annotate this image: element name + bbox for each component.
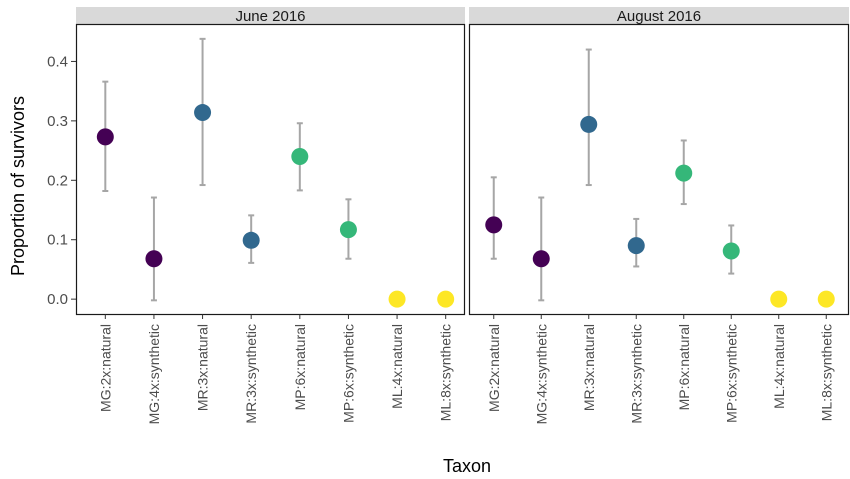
x-tick-label: MP:6x:natural bbox=[292, 324, 308, 410]
facet-strip bbox=[76, 7, 465, 24]
data-point bbox=[145, 250, 163, 268]
y-tick-label: 0.3 bbox=[47, 113, 68, 130]
x-tick-label: ML:8x:synthetic bbox=[818, 324, 834, 421]
data-point bbox=[339, 221, 357, 239]
x-tick-label: MR:3x:synthetic bbox=[628, 324, 644, 424]
data-point bbox=[817, 290, 835, 308]
facet-panel: June 2016 MG:2x:natural MG:4x:synthetic MR:… bbox=[75, 7, 466, 424]
data-point bbox=[485, 216, 503, 234]
error-bar bbox=[538, 196, 545, 302]
data-point bbox=[388, 290, 406, 308]
data-point bbox=[770, 290, 788, 308]
x-tick-label: MG:4x:synthetic bbox=[533, 324, 549, 424]
x-tick-label: MP:6x:synthetic bbox=[723, 324, 739, 423]
facet-strip-label: August 2016 bbox=[617, 8, 701, 25]
x-tick-label: MR:3x:natural bbox=[581, 324, 597, 411]
x-tick-label: MP:6x:natural bbox=[676, 324, 692, 410]
x-tick-label: MR:3x:natural bbox=[195, 324, 211, 411]
panel-border bbox=[75, 23, 466, 316]
facet-panel: August 2016 MG:2x:natural MG:4x:synthetic M… bbox=[468, 7, 850, 424]
x-tick-label: MG:2x:natural bbox=[486, 324, 502, 412]
error-bar bbox=[150, 196, 157, 302]
y-tick-label: 0.1 bbox=[47, 232, 68, 249]
facet-strip-label: June 2016 bbox=[235, 8, 305, 25]
x-tick-label: MG:2x:natural bbox=[97, 324, 113, 412]
panel-border bbox=[468, 23, 850, 316]
x-tick-label: ML:4x:natural bbox=[771, 324, 787, 409]
y-axis: 0.0 0.1 0.2 0.3 0.4 bbox=[47, 53, 76, 308]
data-point bbox=[194, 104, 212, 122]
y-tick-label: 0.4 bbox=[47, 53, 68, 70]
x-tick-label: ML:8x:synthetic bbox=[438, 324, 454, 421]
x-axis-title: Taxon bbox=[443, 456, 491, 476]
x-tick-label: MP:6x:synthetic bbox=[340, 324, 356, 423]
facet-panels: June 2016 MG:2x:natural MG:4x:synthetic MR:… bbox=[75, 7, 850, 424]
data-point bbox=[291, 148, 309, 166]
x-tick-label: MG:4x:synthetic bbox=[146, 324, 162, 424]
data-point bbox=[96, 128, 114, 146]
x-tick-label: ML:4x:natural bbox=[389, 324, 405, 409]
data-point bbox=[532, 250, 550, 268]
y-tick-label: 0.0 bbox=[47, 291, 68, 308]
data-point bbox=[722, 242, 740, 260]
y-tick-label: 0.2 bbox=[47, 172, 68, 189]
data-point bbox=[580, 115, 598, 133]
data-point bbox=[675, 164, 693, 182]
data-point bbox=[437, 290, 455, 308]
data-point bbox=[242, 231, 260, 249]
data-point bbox=[627, 237, 645, 255]
facet-strip bbox=[469, 7, 849, 24]
x-tick-label: MR:3x:synthetic bbox=[243, 324, 259, 424]
y-axis-title: Proportion of survivors bbox=[8, 96, 28, 276]
